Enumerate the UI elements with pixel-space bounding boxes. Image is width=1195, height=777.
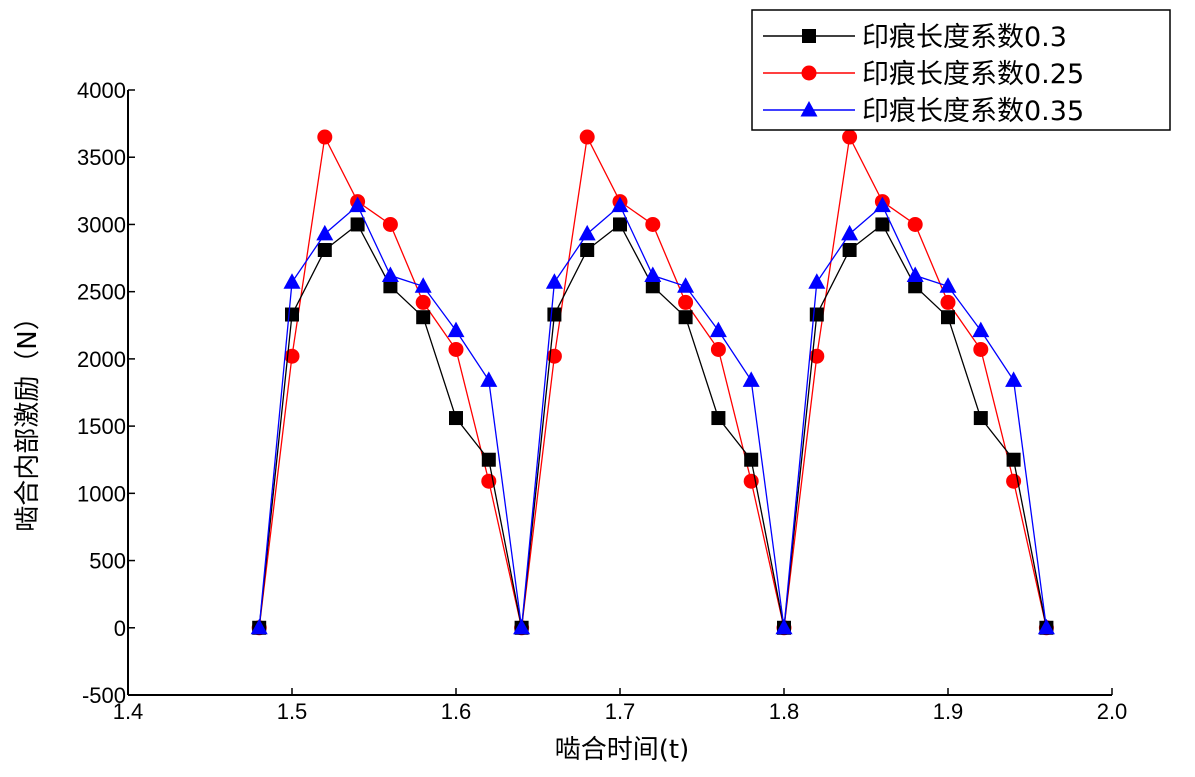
- data-point: [414, 277, 432, 293]
- series-2: [251, 129, 1054, 636]
- data-point: [481, 452, 496, 467]
- data-point: [940, 294, 956, 310]
- data-point: [645, 279, 660, 294]
- data-point: [1006, 452, 1021, 467]
- data-point: [709, 321, 727, 338]
- data-point: [678, 294, 694, 310]
- data-point: [875, 217, 890, 232]
- data-point: [873, 196, 891, 213]
- y-tick-label: 0: [114, 616, 126, 641]
- data-point: [381, 266, 399, 283]
- data-point: [250, 618, 268, 635]
- data-point: [317, 242, 332, 257]
- data-point: [350, 217, 365, 232]
- y-tick-label: 1500: [77, 414, 126, 439]
- data-point: [710, 341, 726, 357]
- data-point: [578, 224, 596, 241]
- x-tick-label: 1.7: [605, 699, 636, 724]
- data-point: [973, 341, 989, 357]
- data-point: [678, 310, 693, 325]
- legend-label: 印痕长度系数0.3: [862, 22, 1067, 53]
- legend-label: 印痕长度系数0.35: [862, 96, 1084, 127]
- data-point: [711, 411, 726, 426]
- data-point: [677, 277, 695, 293]
- data-point: [906, 266, 924, 283]
- data-point: [907, 216, 923, 232]
- data-point: [513, 618, 531, 635]
- legend-marker: [801, 65, 817, 81]
- y-tick-label: 2500: [77, 280, 126, 305]
- data-point: [742, 371, 760, 387]
- legend-marker: [802, 29, 816, 43]
- x-tick-label: 2.0: [1097, 699, 1128, 724]
- data-point: [316, 224, 334, 241]
- y-tick-label: -500: [82, 683, 126, 708]
- data-point: [579, 129, 595, 145]
- y-tick-label: 500: [89, 549, 126, 574]
- data-point: [547, 307, 562, 322]
- data-point: [317, 129, 333, 145]
- y-axis-title: 啮合内部激励（N）: [13, 304, 43, 531]
- data-point: [841, 224, 859, 241]
- data-point: [1005, 371, 1023, 387]
- data-point: [973, 411, 988, 426]
- data-point: [580, 242, 595, 257]
- data-point: [611, 196, 629, 213]
- x-tick-label: 1.5: [277, 699, 308, 724]
- x-tick-label: 1.4: [113, 699, 144, 724]
- data-point: [285, 307, 299, 322]
- data-point: [908, 279, 923, 294]
- data-point: [809, 307, 824, 322]
- y-axis-ticks: -500 0 500 1000 1500 2000 2500 3000 3500 4000: [77, 78, 135, 708]
- x-tick-label: 1.6: [441, 699, 472, 724]
- data-point: [382, 216, 398, 232]
- y-tick-label: 2000: [77, 347, 126, 372]
- y-tick-label: 3500: [77, 145, 126, 170]
- data-point: [545, 273, 563, 289]
- data-point: [613, 217, 627, 232]
- data-point: [283, 273, 301, 289]
- data-point: [448, 341, 464, 357]
- data-point: [383, 279, 398, 294]
- data-point: [941, 310, 955, 325]
- data-point: [842, 129, 858, 145]
- data-point: [775, 618, 793, 635]
- data-point: [645, 216, 661, 232]
- data-point: [644, 266, 662, 283]
- plot-area: [250, 129, 1055, 636]
- legend: 印痕长度系数0.3 印痕长度系数0.25 印痕长度系数0.35: [751, 9, 1171, 131]
- data-point: [1037, 618, 1055, 635]
- y-tick-label: 1000: [77, 481, 126, 506]
- series-3: [250, 196, 1055, 635]
- data-point: [842, 242, 857, 257]
- legend-label: 印痕长度系数0.25: [862, 59, 1084, 90]
- data-point: [449, 411, 463, 426]
- plot-frame: [127, 90, 1112, 696]
- legend-marker: [800, 101, 818, 117]
- data-point: [808, 273, 826, 289]
- data-point: [480, 371, 498, 387]
- data-point: [447, 321, 465, 338]
- data-point: [744, 452, 759, 467]
- x-tick-label: 1.9: [933, 699, 964, 724]
- x-tick-label: 1.8: [769, 699, 800, 724]
- data-point: [415, 294, 431, 310]
- y-tick-label: 4000: [77, 78, 126, 103]
- data-point: [972, 321, 990, 338]
- x-axis-ticks: 1.4 1.5 1.6 1.7 1.8 1.9 2.0: [113, 688, 1128, 724]
- series-line: [258, 134, 1048, 628]
- x-axis-title: 啮合时间(t): [555, 735, 689, 765]
- data-point: [349, 196, 367, 213]
- data-point: [416, 310, 431, 325]
- data-point: [939, 277, 957, 293]
- y-tick-label: 3000: [77, 212, 126, 237]
